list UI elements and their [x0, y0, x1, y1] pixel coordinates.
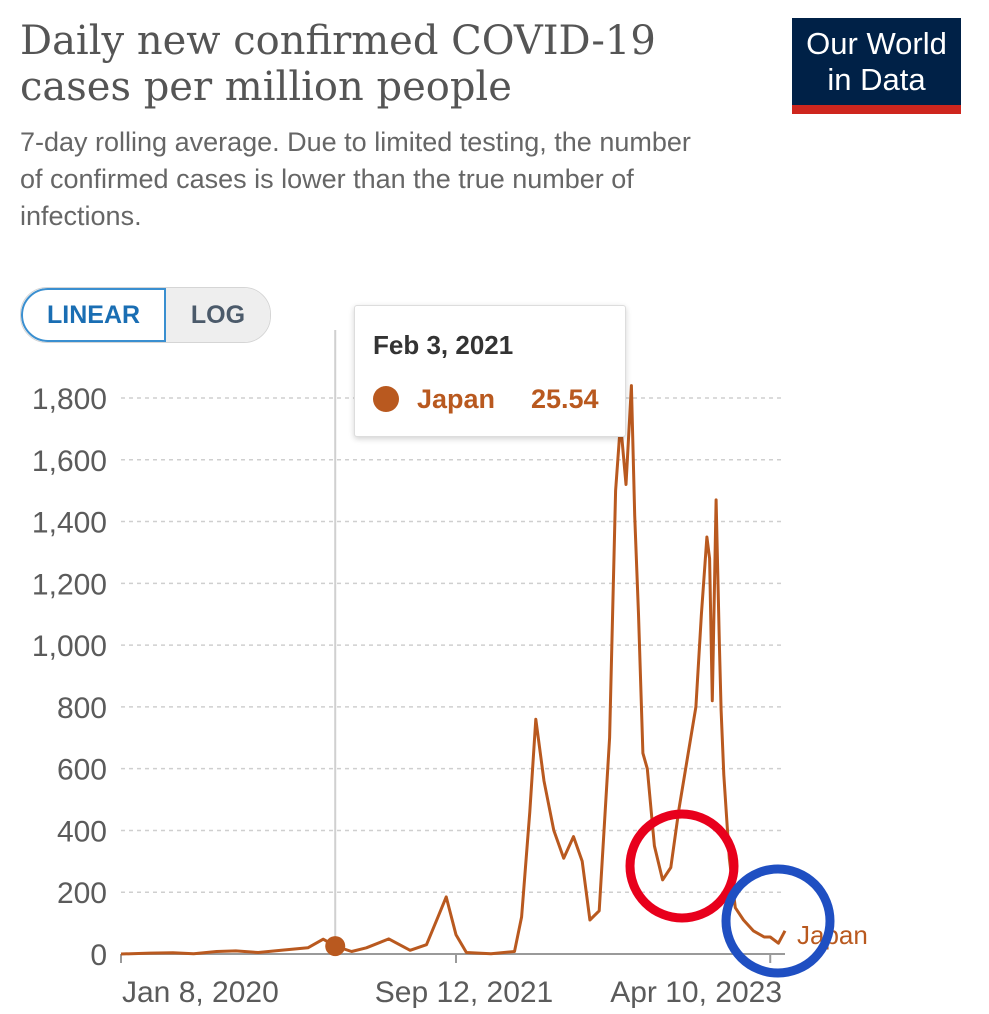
- owid-logo[interactable]: Our World in Data: [792, 18, 961, 114]
- y-tick-label: 1,000: [32, 630, 107, 663]
- hover-tooltip: Feb 3, 2021 Japan 25.54: [354, 305, 626, 437]
- y-tick-label: 0: [90, 939, 107, 972]
- tooltip-value: 25.54: [531, 384, 599, 414]
- y-tick-label: 800: [57, 692, 107, 725]
- tooltip-series-name: Japan: [417, 384, 496, 414]
- logo-line-2: in Data: [827, 62, 926, 97]
- linear-scale-button[interactable]: LINEAR: [21, 288, 166, 342]
- y-tick-label: 600: [57, 754, 107, 787]
- y-tick-label: 400: [57, 815, 107, 848]
- chart-subtitle: 7-day rolling average. Due to limited te…: [20, 127, 691, 231]
- highlight-circle-red: [625, 809, 739, 923]
- y-tick-label: 200: [57, 877, 107, 910]
- hover-point: [325, 936, 346, 957]
- series-line-japan: [120, 384, 787, 956]
- tooltip-date: Feb 3, 2021: [373, 330, 514, 360]
- log-scale-button[interactable]: LOG: [166, 288, 270, 342]
- highlight-circle-blue: [721, 864, 835, 978]
- tooltip-series-marker: [373, 386, 399, 412]
- x-tick-label: Sep 12, 2021: [375, 976, 554, 1009]
- logo-line-1: Our World: [806, 26, 947, 61]
- x-tick-label: Apr 10, 2023: [610, 976, 782, 1009]
- y-tick-label: 1,600: [32, 445, 107, 478]
- y-tick-label: 1,400: [32, 507, 107, 540]
- y-tick-label: 1,200: [32, 568, 107, 601]
- chart-title: Daily new confirmed COVID-19 cases per m…: [20, 18, 656, 110]
- y-tick-label: 1,800: [32, 383, 107, 416]
- scale-toggle: LINEAR LOG: [20, 287, 271, 343]
- x-tick-label: Jan 8, 2020: [122, 976, 279, 1009]
